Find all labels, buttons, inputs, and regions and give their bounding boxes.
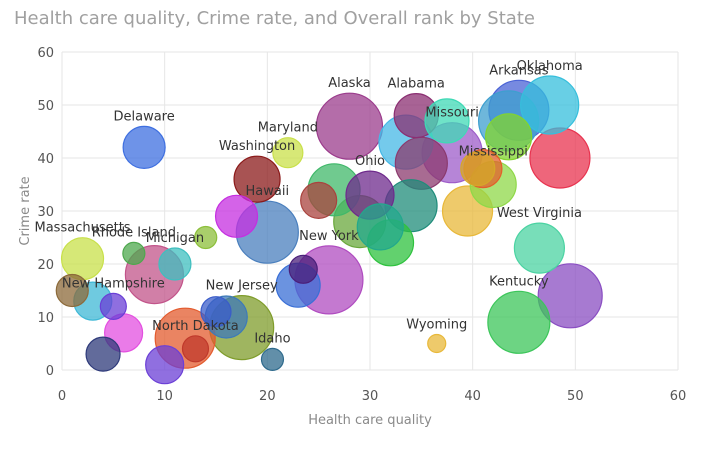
state-label: North Dakota xyxy=(152,319,239,334)
bubble-point[interactable] xyxy=(315,92,384,160)
x-tick-label: 20 xyxy=(259,389,276,404)
state-label: Alabama xyxy=(388,77,445,92)
x-tick-label: 50 xyxy=(567,389,584,404)
bubble-point[interactable] xyxy=(529,127,591,189)
bubble-point[interactable] xyxy=(300,181,338,219)
bubble-point[interactable] xyxy=(122,241,146,265)
y-tick-label: 30 xyxy=(37,205,54,220)
axes: 0 10 20 30 40 50 60 0 10 20 30 40 50 60 xyxy=(37,46,686,404)
bubble-point[interactable] xyxy=(520,75,580,135)
state-label: West Virginia xyxy=(497,206,582,221)
state-label: Rhode Island xyxy=(92,225,176,240)
x-tick-label: 30 xyxy=(362,389,379,404)
state-label: Ohio xyxy=(355,154,385,169)
state-label: Mississippi xyxy=(459,145,528,160)
state-label: Hawaii xyxy=(246,184,290,199)
bubble-point[interactable] xyxy=(424,98,470,144)
y-tick-label: 60 xyxy=(37,46,54,61)
bubble-point[interactable] xyxy=(55,273,89,308)
chart-title: Health care quality, Crime rate, and Ove… xyxy=(14,8,535,29)
bubble-point[interactable] xyxy=(122,125,166,169)
y-tick-label: 0 xyxy=(46,364,54,379)
bubble-point[interactable] xyxy=(85,336,121,372)
bubble-point[interactable] xyxy=(260,347,285,371)
bubble-point[interactable] xyxy=(181,335,210,363)
x-tick-label: 10 xyxy=(156,389,173,404)
bubble-point[interactable] xyxy=(460,151,496,187)
state-label: Idaho xyxy=(254,331,290,346)
bubble-point[interactable] xyxy=(194,225,218,250)
y-tick-label: 50 xyxy=(37,99,54,114)
bubble-point[interactable] xyxy=(487,290,551,354)
state-label: Massachusetts xyxy=(35,221,131,236)
bubble-point[interactable] xyxy=(99,292,127,320)
bubble-point[interactable] xyxy=(537,263,603,329)
x-tick-label: 40 xyxy=(464,389,481,404)
y-tick-label: 20 xyxy=(37,258,54,273)
bubble-point[interactable] xyxy=(214,194,259,238)
state-label: Missouri xyxy=(425,106,479,121)
state-label: Washington xyxy=(219,139,295,154)
x-tick-label: 0 xyxy=(58,389,66,404)
bubble-point[interactable] xyxy=(427,333,447,354)
y-tick-label: 40 xyxy=(37,152,54,167)
state-label: Arkansas xyxy=(489,63,548,78)
x-axis-title: Health care quality xyxy=(308,413,432,428)
bubbles xyxy=(55,75,603,385)
bubble-point[interactable] xyxy=(158,247,192,281)
bubble-point[interactable] xyxy=(60,237,105,281)
bubble-point[interactable] xyxy=(513,222,566,274)
state-label: Alaska xyxy=(328,76,371,91)
y-tick-label: 10 xyxy=(37,311,54,326)
state-label: Delaware xyxy=(114,109,175,124)
x-tick-label: 60 xyxy=(670,389,687,404)
bubble-point[interactable] xyxy=(272,137,304,169)
bubble-point[interactable] xyxy=(145,345,185,385)
state-label: Maryland xyxy=(258,121,318,136)
state-label: New York xyxy=(299,229,359,244)
bubble-point[interactable] xyxy=(200,296,232,328)
bubble-point[interactable] xyxy=(288,254,318,284)
bubble-point[interactable] xyxy=(485,113,533,161)
state-label: New Jersey xyxy=(206,279,278,294)
y-axis-title: Crime rate xyxy=(18,176,33,245)
state-label: Oklahoma xyxy=(517,59,583,74)
state-label: Michigan xyxy=(146,231,204,246)
bubble-point[interactable] xyxy=(233,155,281,203)
state-label: Wyoming xyxy=(406,318,467,333)
bubble-point[interactable] xyxy=(356,203,404,251)
state-label: New Hampshire xyxy=(62,276,165,291)
state-label: Kentucky xyxy=(489,274,549,289)
